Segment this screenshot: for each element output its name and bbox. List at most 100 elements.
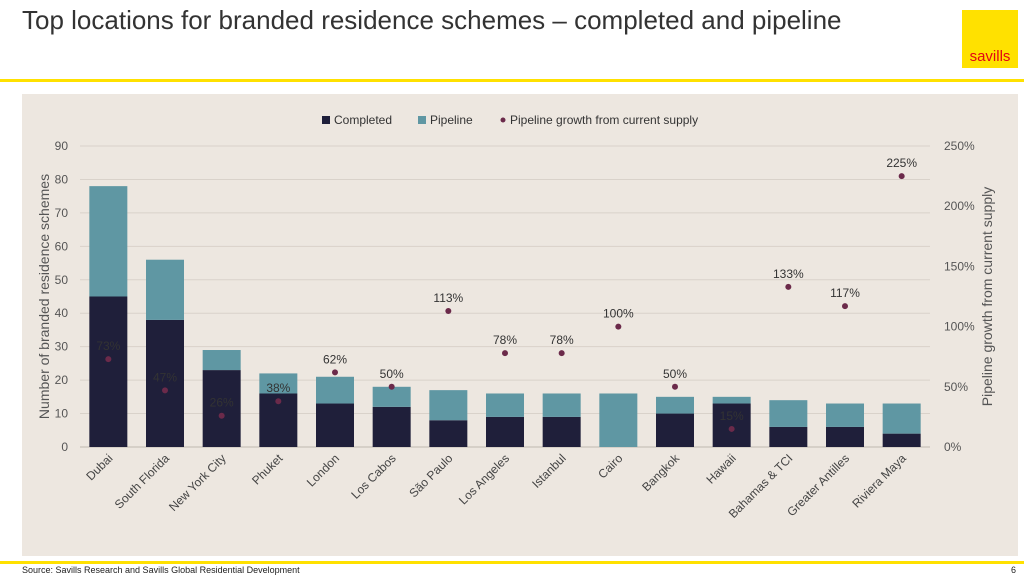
y-tick-label: 60 bbox=[55, 239, 69, 253]
growth-point bbox=[218, 412, 225, 419]
bar-pipeline bbox=[826, 403, 864, 427]
bar-pipeline bbox=[316, 376, 354, 404]
growth-point bbox=[615, 323, 622, 330]
growth-point bbox=[162, 387, 168, 394]
bar-pipeline bbox=[769, 400, 808, 427]
bar-completed bbox=[656, 413, 694, 447]
bar-pipeline bbox=[599, 393, 638, 447]
growth-point bbox=[388, 383, 395, 390]
growth-point bbox=[785, 283, 792, 290]
bar-completed bbox=[882, 433, 921, 447]
x-tick-label: Istanbul bbox=[529, 451, 569, 491]
x-tick-label: Cairo bbox=[595, 451, 625, 481]
x-tick-label: Los Angeles bbox=[456, 451, 512, 507]
page-number: 6 bbox=[1010, 565, 1016, 575]
legend-swatch-completed bbox=[322, 116, 330, 124]
growth-data-label: 15% bbox=[720, 409, 744, 423]
x-tick-label: London bbox=[304, 451, 342, 489]
bar-completed bbox=[146, 319, 184, 447]
growth-point bbox=[898, 173, 905, 180]
footer-divider bbox=[0, 561, 1024, 564]
y2-axis-title: Pipeline growth from current supply bbox=[979, 187, 995, 406]
y2-tick-label: 0% bbox=[944, 440, 962, 454]
legend-swatch-pipeline bbox=[418, 116, 426, 124]
growth-point bbox=[332, 369, 338, 376]
y2-tick-label: 200% bbox=[944, 199, 975, 213]
bar-completed bbox=[769, 426, 808, 447]
chart-panel: 0 10 20 30 40 50 60 70 80 90 0% 50% 100% 150% 200% 250%… bbox=[22, 94, 1018, 556]
growth-point bbox=[502, 350, 508, 357]
bar-pipeline bbox=[712, 396, 751, 404]
y-tick-label: 40 bbox=[55, 306, 69, 320]
bar-pipeline bbox=[429, 390, 468, 421]
growth-data-label: 225% bbox=[886, 156, 917, 170]
bar-completed bbox=[429, 420, 468, 447]
x-tick-label: Dubai bbox=[83, 451, 115, 483]
y-axis-title: Number of branded residence schemes bbox=[36, 174, 52, 419]
growth-data-label: 133% bbox=[773, 267, 804, 281]
bar-completed bbox=[826, 426, 864, 447]
bar-completed bbox=[712, 403, 751, 447]
y2-tick-label: 150% bbox=[944, 259, 975, 273]
growth-data-label: 50% bbox=[663, 367, 687, 381]
growth-point bbox=[558, 350, 565, 357]
y-tick-label: 50 bbox=[55, 273, 69, 287]
branded-residence-chart: 0 10 20 30 40 50 60 70 80 90 0% 50% 100% 150% 200% 250%… bbox=[36, 113, 995, 521]
x-tick-label: Hawaii bbox=[703, 451, 738, 486]
bar-pipeline bbox=[656, 396, 694, 414]
logo-text: savills bbox=[969, 48, 1011, 65]
y-tick-label: 80 bbox=[55, 172, 69, 186]
legend-swatch-growth bbox=[500, 117, 506, 123]
growth-data-label: 73% bbox=[96, 339, 120, 353]
bar-pipeline bbox=[542, 393, 581, 417]
y-tick-label: 20 bbox=[55, 373, 69, 387]
bar-pipeline bbox=[146, 259, 184, 320]
growth-data-label: 50% bbox=[380, 367, 404, 381]
y-tick-label: 90 bbox=[55, 139, 69, 153]
growth-data-label: 113% bbox=[433, 291, 463, 305]
savills-logo: savills bbox=[962, 10, 1018, 68]
growth-point bbox=[275, 398, 282, 405]
bar-completed bbox=[89, 296, 128, 447]
x-tick-label: Los Cabos bbox=[348, 451, 398, 501]
x-tick-label: New York City bbox=[166, 451, 229, 514]
y-tick-label: 30 bbox=[55, 340, 69, 354]
x-tick-label: Riviera Maya bbox=[849, 451, 909, 511]
growth-point bbox=[445, 307, 452, 314]
growth-data-label: 26% bbox=[210, 396, 234, 410]
bar-pipeline bbox=[372, 386, 411, 407]
y-tick-label: 0 bbox=[61, 440, 68, 454]
legend-label-pipeline: Pipeline bbox=[430, 113, 473, 127]
bar-pipeline bbox=[202, 350, 241, 371]
bar-completed bbox=[202, 370, 241, 447]
growth-data-label: 38% bbox=[266, 381, 290, 395]
bar-completed bbox=[542, 416, 581, 447]
page-title: Top locations for branded residence sche… bbox=[22, 5, 842, 35]
y2-tick-label: 250% bbox=[944, 139, 975, 153]
bar-pipeline bbox=[259, 373, 298, 394]
bar-completed bbox=[486, 416, 524, 447]
header-divider bbox=[0, 79, 1024, 82]
x-tick-label: São Paulo bbox=[406, 451, 455, 500]
growth-point bbox=[672, 383, 678, 390]
x-tick-label: Bangkok bbox=[639, 451, 683, 495]
bar-pipeline bbox=[882, 403, 921, 434]
growth-data-label: 100% bbox=[603, 307, 634, 321]
growth-data-label: 62% bbox=[323, 352, 347, 366]
bar-completed bbox=[316, 403, 354, 447]
growth-data-label: 47% bbox=[153, 370, 177, 384]
growth-data-label: 117% bbox=[830, 286, 860, 300]
growth-point bbox=[105, 356, 112, 363]
y-tick-label: 70 bbox=[55, 206, 69, 220]
y2-tick-label: 100% bbox=[944, 320, 975, 334]
growth-data-label: 78% bbox=[493, 333, 517, 347]
bar-pipeline bbox=[89, 186, 128, 297]
legend-label-growth: Pipeline growth from current supply bbox=[510, 113, 698, 127]
y-tick-label: 10 bbox=[55, 407, 69, 421]
bar-pipeline bbox=[486, 393, 524, 417]
y2-tick-label: 50% bbox=[944, 380, 968, 394]
growth-point bbox=[842, 303, 848, 310]
x-tick-label: South Florida bbox=[112, 451, 173, 512]
source-note: Source: Savills Research and Savills Glo… bbox=[22, 565, 300, 575]
growth-data-label: 78% bbox=[550, 333, 574, 347]
